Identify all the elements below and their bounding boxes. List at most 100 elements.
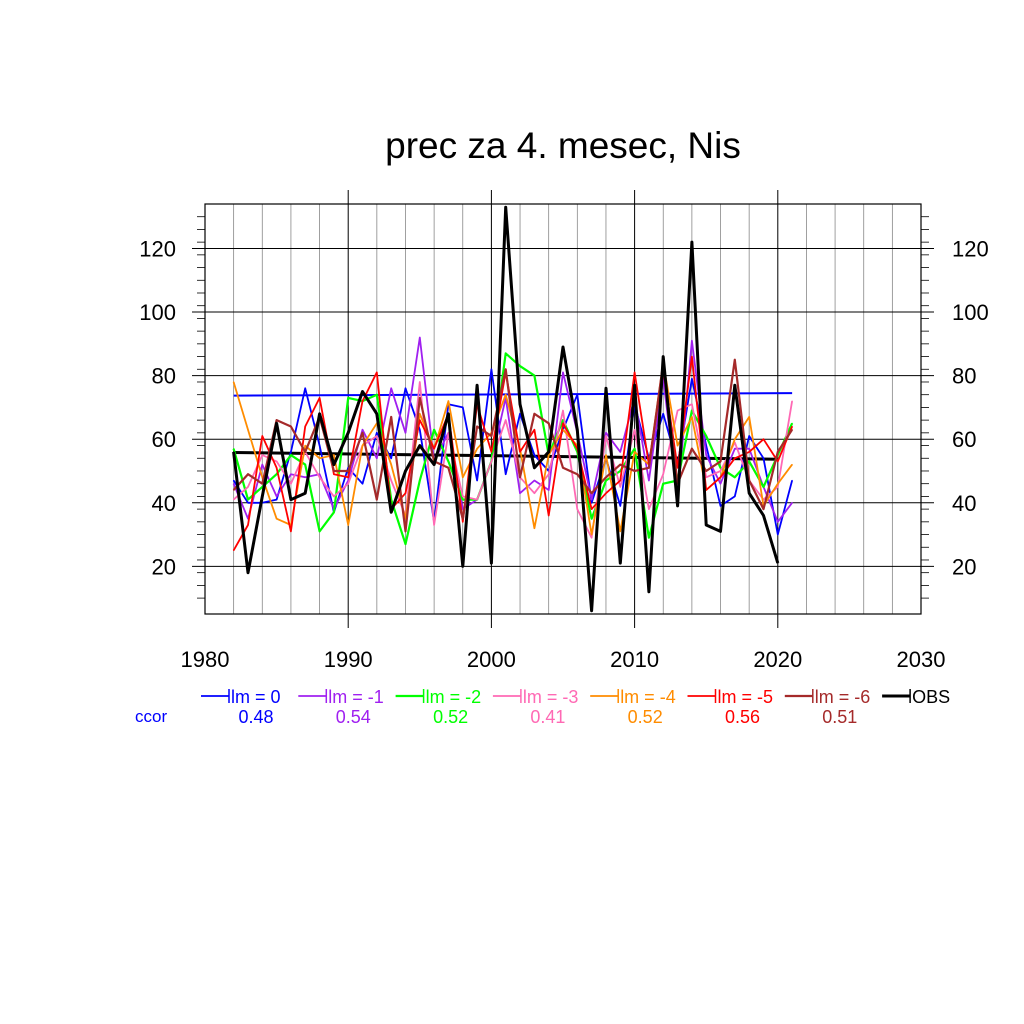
legend-item: lm = 00.48 [201, 687, 281, 727]
y-tick-label: 60 [152, 427, 176, 452]
data-point [376, 432, 378, 434]
data-point [605, 454, 607, 456]
data-point [777, 521, 779, 523]
data-point [662, 473, 664, 475]
data-point [505, 206, 507, 208]
data-point [462, 476, 464, 478]
data-point [361, 444, 364, 447]
data-point [619, 530, 621, 532]
data-point [462, 521, 464, 523]
data-point [276, 495, 278, 498]
data-point [390, 387, 392, 389]
chart-title: prec za 4. mesec, Nis [385, 125, 741, 166]
data-point [762, 438, 765, 440]
data-point [447, 467, 450, 469]
data-point [748, 451, 750, 453]
data-point [519, 476, 521, 478]
data-point [318, 476, 321, 478]
y-tick-label-right: 60 [952, 427, 976, 452]
data-point [533, 492, 535, 494]
data-point [376, 394, 378, 396]
data-point [777, 486, 779, 488]
data-point [634, 384, 636, 386]
data-point [734, 359, 736, 361]
data-point [762, 457, 765, 459]
data-point [490, 368, 492, 370]
data-point [390, 479, 392, 482]
data-point [361, 390, 364, 393]
data-point [519, 451, 521, 453]
data-point [705, 454, 707, 456]
data-point [433, 524, 435, 526]
data-point [533, 429, 535, 431]
y-tick-label: 40 [152, 491, 176, 516]
series-obs [232, 205, 780, 613]
data-point [576, 429, 578, 431]
data-point [791, 464, 793, 466]
data-point [676, 505, 679, 507]
data-point [333, 464, 335, 466]
data-point [290, 454, 292, 456]
legend-label: lm = -4 [620, 687, 676, 707]
data-point [777, 562, 779, 564]
data-point [247, 486, 249, 488]
data-point [591, 610, 593, 612]
legend-item: lm = -30.41 [492, 687, 578, 727]
data-point [233, 483, 235, 485]
data-point [333, 473, 335, 475]
data-point [462, 565, 464, 567]
data-point [519, 492, 521, 494]
data-point [505, 352, 507, 354]
data-point [648, 537, 650, 539]
data-point [505, 419, 507, 421]
data-point [347, 470, 349, 472]
data-point [676, 467, 679, 469]
data-point [748, 416, 750, 418]
data-point [276, 422, 278, 424]
data-point [748, 460, 750, 463]
data-point [247, 429, 249, 431]
data-point [634, 448, 636, 450]
data-point [591, 508, 593, 510]
x-tick-label: 1990 [324, 647, 373, 672]
legend-ccor-value: 0.52 [433, 707, 468, 727]
y-tick-label: 80 [152, 364, 176, 389]
data-point [605, 435, 607, 437]
data-point [304, 425, 306, 428]
data-point [347, 483, 349, 485]
data-point [533, 375, 535, 377]
data-point [576, 473, 578, 475]
data-point [361, 483, 364, 485]
data-point [519, 413, 521, 415]
data-point [619, 505, 621, 507]
data-point [476, 448, 478, 450]
data-point [333, 454, 335, 456]
data-point [261, 435, 263, 437]
data-point [490, 460, 492, 463]
data-point [419, 381, 421, 383]
data-point [419, 413, 421, 415]
y-tick-label: 120 [139, 236, 176, 261]
data-point [533, 479, 535, 482]
data-point [318, 530, 321, 532]
data-point [347, 476, 349, 478]
data-point [462, 406, 464, 409]
data-point [361, 400, 364, 402]
data-point [233, 549, 235, 552]
data-point [634, 470, 636, 472]
data-point [233, 489, 235, 491]
y-tick-label-right: 40 [952, 491, 976, 516]
data-point [476, 479, 478, 482]
data-point [691, 403, 693, 405]
y-tick-label: 100 [139, 300, 176, 325]
data-point [290, 425, 292, 428]
data-point [791, 422, 793, 424]
data-point [719, 476, 722, 478]
data-point [433, 464, 435, 466]
data-point [290, 498, 292, 501]
legend-item: lm = -20.52 [395, 687, 481, 727]
data-point [691, 448, 693, 450]
data-point [648, 508, 650, 510]
data-point [462, 518, 464, 520]
data-point [691, 340, 693, 342]
